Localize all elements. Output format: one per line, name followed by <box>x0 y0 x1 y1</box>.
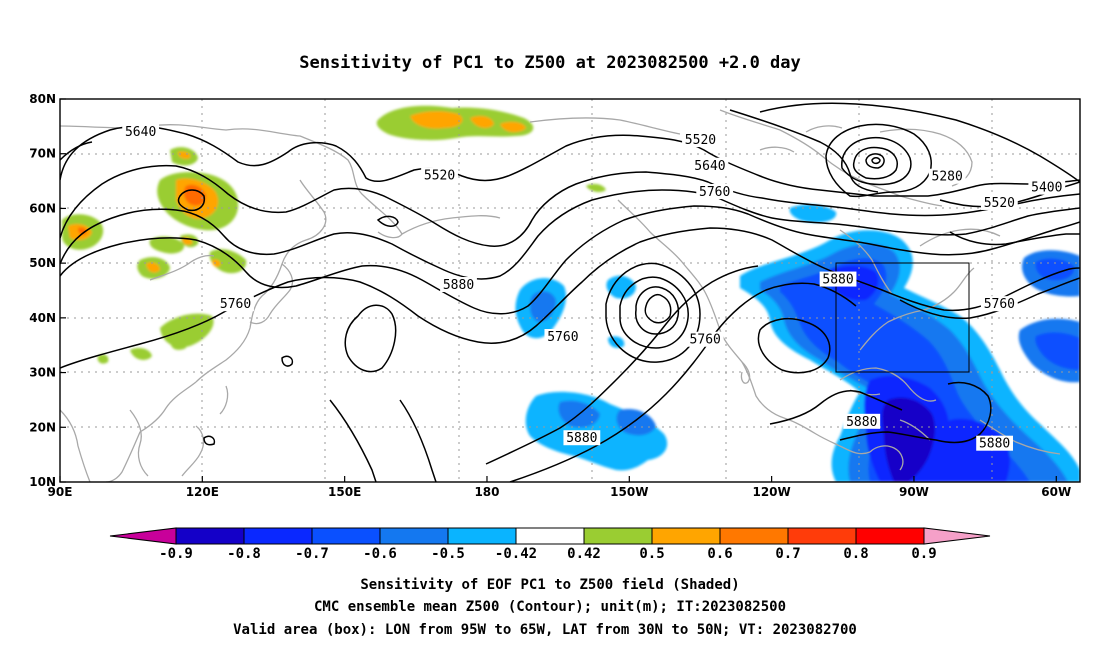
y-tick-label: 50N <box>29 256 56 270</box>
contour-label: 5760 <box>699 185 730 200</box>
contour-label-bg <box>696 184 734 200</box>
contour-label-bg <box>691 157 729 173</box>
contour-label-bg <box>563 430 601 446</box>
contour-label: 5880 <box>822 273 853 288</box>
colorbar-swatch <box>447 527 517 545</box>
contour-label: 5280 <box>932 170 963 185</box>
y-tick-label: 10N <box>29 475 56 489</box>
caption-line-2: CMC ensemble mean Z500 (Contour); unit(m… <box>314 599 786 615</box>
contour-label-bg <box>843 413 881 429</box>
map-panel: 5640 5520 5520 5640 5760 5280 5400 5520 5880 5760… <box>60 99 1080 482</box>
map-frame <box>59 98 1081 483</box>
contour-label-bg <box>682 132 719 148</box>
contour-label-bg <box>819 271 857 287</box>
colorbar-swatch <box>515 527 585 545</box>
y-tick-label: 30N <box>29 366 56 380</box>
caption-line-1: Sensitivity of EOF PC1 to Z500 field (Sh… <box>360 577 739 593</box>
colorbar-swatch <box>787 527 857 545</box>
colorbar-level-label: -0.42 <box>495 546 537 562</box>
colorbar-level-label: 0.7 <box>775 546 800 562</box>
contour-label-bg <box>980 296 1018 312</box>
x-tick-label: 180 <box>474 485 499 499</box>
y-tick-label: 40N <box>29 311 56 325</box>
contour-label-bg <box>1028 179 1066 195</box>
colorbar-swatch <box>379 527 449 545</box>
x-tick-label: 150W <box>610 485 648 499</box>
contour-label: 5760 <box>690 333 721 348</box>
contour-labels: 5640 5520 5520 5640 5760 5280 5400 5520 5880 5760… <box>122 123 1066 452</box>
colorbar-level-label: 0.5 <box>639 546 664 562</box>
contour-label: 5760 <box>220 297 251 312</box>
y-tick-label: 20N <box>29 420 56 434</box>
contour-label: 5880 <box>566 431 597 446</box>
colorbar: -0.9 -0.8 -0.7 -0.6 -0.5 -0.42 0.42 0.5 0.6 0.7 0.… <box>109 527 991 562</box>
contour-label-bg <box>421 167 458 183</box>
contour-label: 5640 <box>694 159 725 174</box>
contour-label-bg <box>928 168 966 184</box>
contour-label: 5520 <box>424 169 455 184</box>
colorbar-swatch <box>175 527 245 545</box>
contour-label: 5760 <box>984 297 1015 312</box>
colorbar-level-label: -0.8 <box>227 546 261 562</box>
valid-area-box <box>835 262 970 373</box>
x-tick-label: 90W <box>899 485 929 499</box>
contour-label-bg <box>976 435 1014 451</box>
x-tick-label: 60W <box>1041 485 1071 499</box>
map-axes: 90E 120E 150E 180 150W 120W 90W 60W 10N 20N 30N 40N… <box>29 92 1071 499</box>
contour-label: 5640 <box>125 125 156 140</box>
contour-label-bg <box>440 277 477 293</box>
x-tick-label: 90E <box>48 485 73 499</box>
colorbar-swatch <box>855 527 925 545</box>
x-tick-label: 120W <box>752 485 790 499</box>
contour-label: 5760 <box>547 330 578 345</box>
x-tick-label: 150E <box>328 485 361 499</box>
x-tick-label: 120E <box>186 485 219 499</box>
colorbar-level-label: -0.7 <box>295 546 329 562</box>
contour-label: 5400 <box>1031 181 1062 196</box>
shading-positive <box>62 105 606 364</box>
colorbar-level-label: -0.6 <box>363 546 397 562</box>
colorbar-level-label: 0.9 <box>911 546 936 562</box>
contour-label: 5880 <box>979 437 1010 452</box>
colorbar-level-label: -0.9 <box>159 546 193 562</box>
figure-title: Sensitivity of PC1 to Z500 at 2023082500… <box>299 53 801 73</box>
caption-line-3: Valid area (box): LON from 95W to 65W, L… <box>233 622 857 638</box>
coastlines <box>60 109 1061 482</box>
colorbar-max-triangle <box>923 527 991 545</box>
colorbar-level-label: -0.5 <box>431 546 465 562</box>
map-gridlines <box>60 99 1080 482</box>
contour-label-bg <box>217 296 254 312</box>
colorbar-swatch <box>311 527 381 545</box>
contour-label: 5520 <box>984 196 1015 211</box>
y-tick-label: 60N <box>29 201 56 215</box>
colorbar-level-label: 0.42 <box>567 546 601 562</box>
colorbar-swatch <box>719 527 789 545</box>
contour-label: 5880 <box>443 278 474 293</box>
colorbar-swatch <box>651 527 721 545</box>
colorbar-swatch <box>243 527 313 545</box>
colorbar-min-triangle <box>109 527 177 545</box>
contour-label-bg <box>122 123 160 139</box>
contour-label: 5520 <box>685 133 716 148</box>
colorbar-level-label: 0.8 <box>843 546 868 562</box>
colorbar-level-label: 0.6 <box>707 546 732 562</box>
y-tick-label: 80N <box>29 92 56 106</box>
y-tick-label: 70N <box>29 147 56 161</box>
contour-label-bg <box>686 331 724 347</box>
colorbar-swatch <box>583 527 653 545</box>
contour-label-bg <box>980 194 1018 210</box>
contour-label-bg <box>544 329 582 345</box>
contour-label: 5880 <box>846 415 877 430</box>
shading-negative <box>515 204 1080 482</box>
